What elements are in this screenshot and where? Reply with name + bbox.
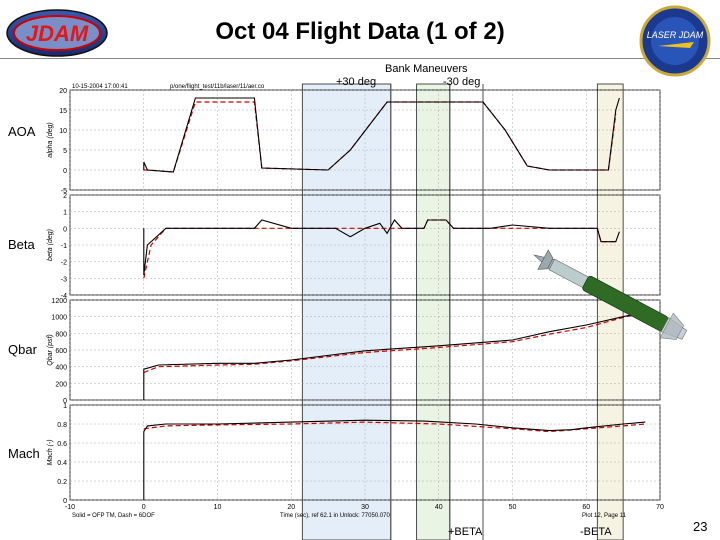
- y-tick-label-beta: -1: [61, 243, 67, 250]
- x-tick-label: 50: [509, 504, 517, 511]
- y-tick-label-qbar: 600: [55, 348, 67, 355]
- series-ofp-tm-mach: [143, 419, 646, 500]
- y-tick-label-mach: 0.6: [57, 441, 67, 448]
- y-tick-label-qbar: 0: [63, 398, 67, 405]
- y-tick-label-qbar: 1000: [51, 315, 67, 322]
- plot-header-mid: p/one/flight_test/11b/laser/11/aer.co: [170, 84, 265, 90]
- x-tick-label: 0: [142, 504, 146, 511]
- y-tick-label-aoa: 20: [59, 88, 67, 95]
- y-tick-label-mach: 0.2: [57, 479, 67, 486]
- logo-left-text: JDAM: [26, 21, 89, 46]
- y-tick-label-beta: 0: [63, 226, 67, 233]
- plot-header-left: 10-15-2004 17:00:41: [72, 84, 128, 90]
- shaded-band-1: [416, 83, 451, 540]
- y-tick-label-qbar: 800: [55, 331, 67, 338]
- plus-30-label: +30 deg: [336, 76, 376, 88]
- x-tick-label: -10: [65, 504, 75, 511]
- x-tick-label: 70: [656, 504, 664, 511]
- unit-label-beta: beta (deg): [47, 229, 54, 261]
- series-ofp-tm-qbar: [143, 311, 646, 400]
- y-tick-label-mach: 0.8: [57, 422, 67, 429]
- x-tick-label: 60: [582, 504, 590, 511]
- plus-beta-label: +BETA: [448, 526, 483, 538]
- subplot-label-beta: Beta: [8, 237, 35, 252]
- subplot-label-aoa: AOA: [8, 124, 36, 139]
- unit-label-qbar: Qbar (psf): [47, 334, 54, 366]
- series-6dof-qbar: [143, 311, 646, 374]
- minus-30-label: -30 deg: [443, 76, 480, 88]
- y-tick-label-beta: -3: [61, 276, 67, 283]
- y-tick-label-mach: 0: [63, 498, 67, 505]
- subplot-label-mach: Mach: [8, 446, 40, 461]
- shaded-band-0: [301, 83, 392, 540]
- bank-maneuvers-label: Bank Maneuvers: [385, 63, 468, 75]
- y-tick-label-mach: 0.4: [57, 460, 67, 467]
- jdam-logo-left: JDAM: [6, 9, 108, 57]
- series-ofp-tm-beta: [143, 219, 620, 276]
- y-tick-label-beta: -4: [61, 293, 67, 300]
- y-tick-label-qbar: 400: [55, 365, 67, 372]
- y-tick-label-beta: 2: [63, 193, 67, 200]
- y-tick-label-beta: -2: [61, 260, 67, 267]
- title-rule: [0, 58, 720, 59]
- series-ofp-tm-aoa: [143, 97, 620, 173]
- unit-label-mach: Mach (-): [47, 439, 54, 465]
- y-tick-label-beta: 1: [63, 210, 67, 217]
- y-tick-label-mach: 1: [63, 403, 67, 410]
- x-tick-label: 30: [361, 504, 369, 511]
- page-number: 23: [693, 519, 708, 534]
- unit-label-aoa: alpha (deg): [47, 122, 54, 157]
- series-6dof-mach: [143, 421, 646, 433]
- y-tick-label-aoa: 5: [63, 148, 67, 155]
- logo-right-text: LASER JDAM: [647, 30, 704, 40]
- y-tick-label-aoa: 15: [59, 108, 67, 115]
- plot-footer-right: Plot 12, Page 11: [582, 513, 627, 519]
- subplot-label-qbar: Qbar: [8, 342, 37, 357]
- x-tick-label: 40: [435, 504, 443, 511]
- y-tick-label-aoa: 0: [63, 168, 67, 175]
- x-tick-label: 10: [214, 504, 222, 511]
- laser-jdam-logo-right: LASER JDAM: [639, 5, 711, 77]
- laser-jdam-bomb-image: [533, 249, 688, 340]
- x-tick-label: 20: [287, 504, 295, 511]
- y-tick-label-qbar: 200: [55, 381, 67, 388]
- y-tick-label-aoa: 10: [59, 128, 67, 135]
- plot-footer-left: Solid = OFP TM, Dash = 6DOF: [72, 513, 155, 519]
- page-title: Oct 04 Flight Data (1 of 2): [215, 18, 505, 45]
- y-tick-label-aoa: -5: [61, 188, 67, 195]
- minus-beta-label: -BETA: [580, 526, 612, 538]
- plot-footer-mid: Time (sec), ref 62.1 in Unlock: 77050.07…: [280, 513, 390, 519]
- y-tick-label-qbar: 1200: [51, 298, 67, 305]
